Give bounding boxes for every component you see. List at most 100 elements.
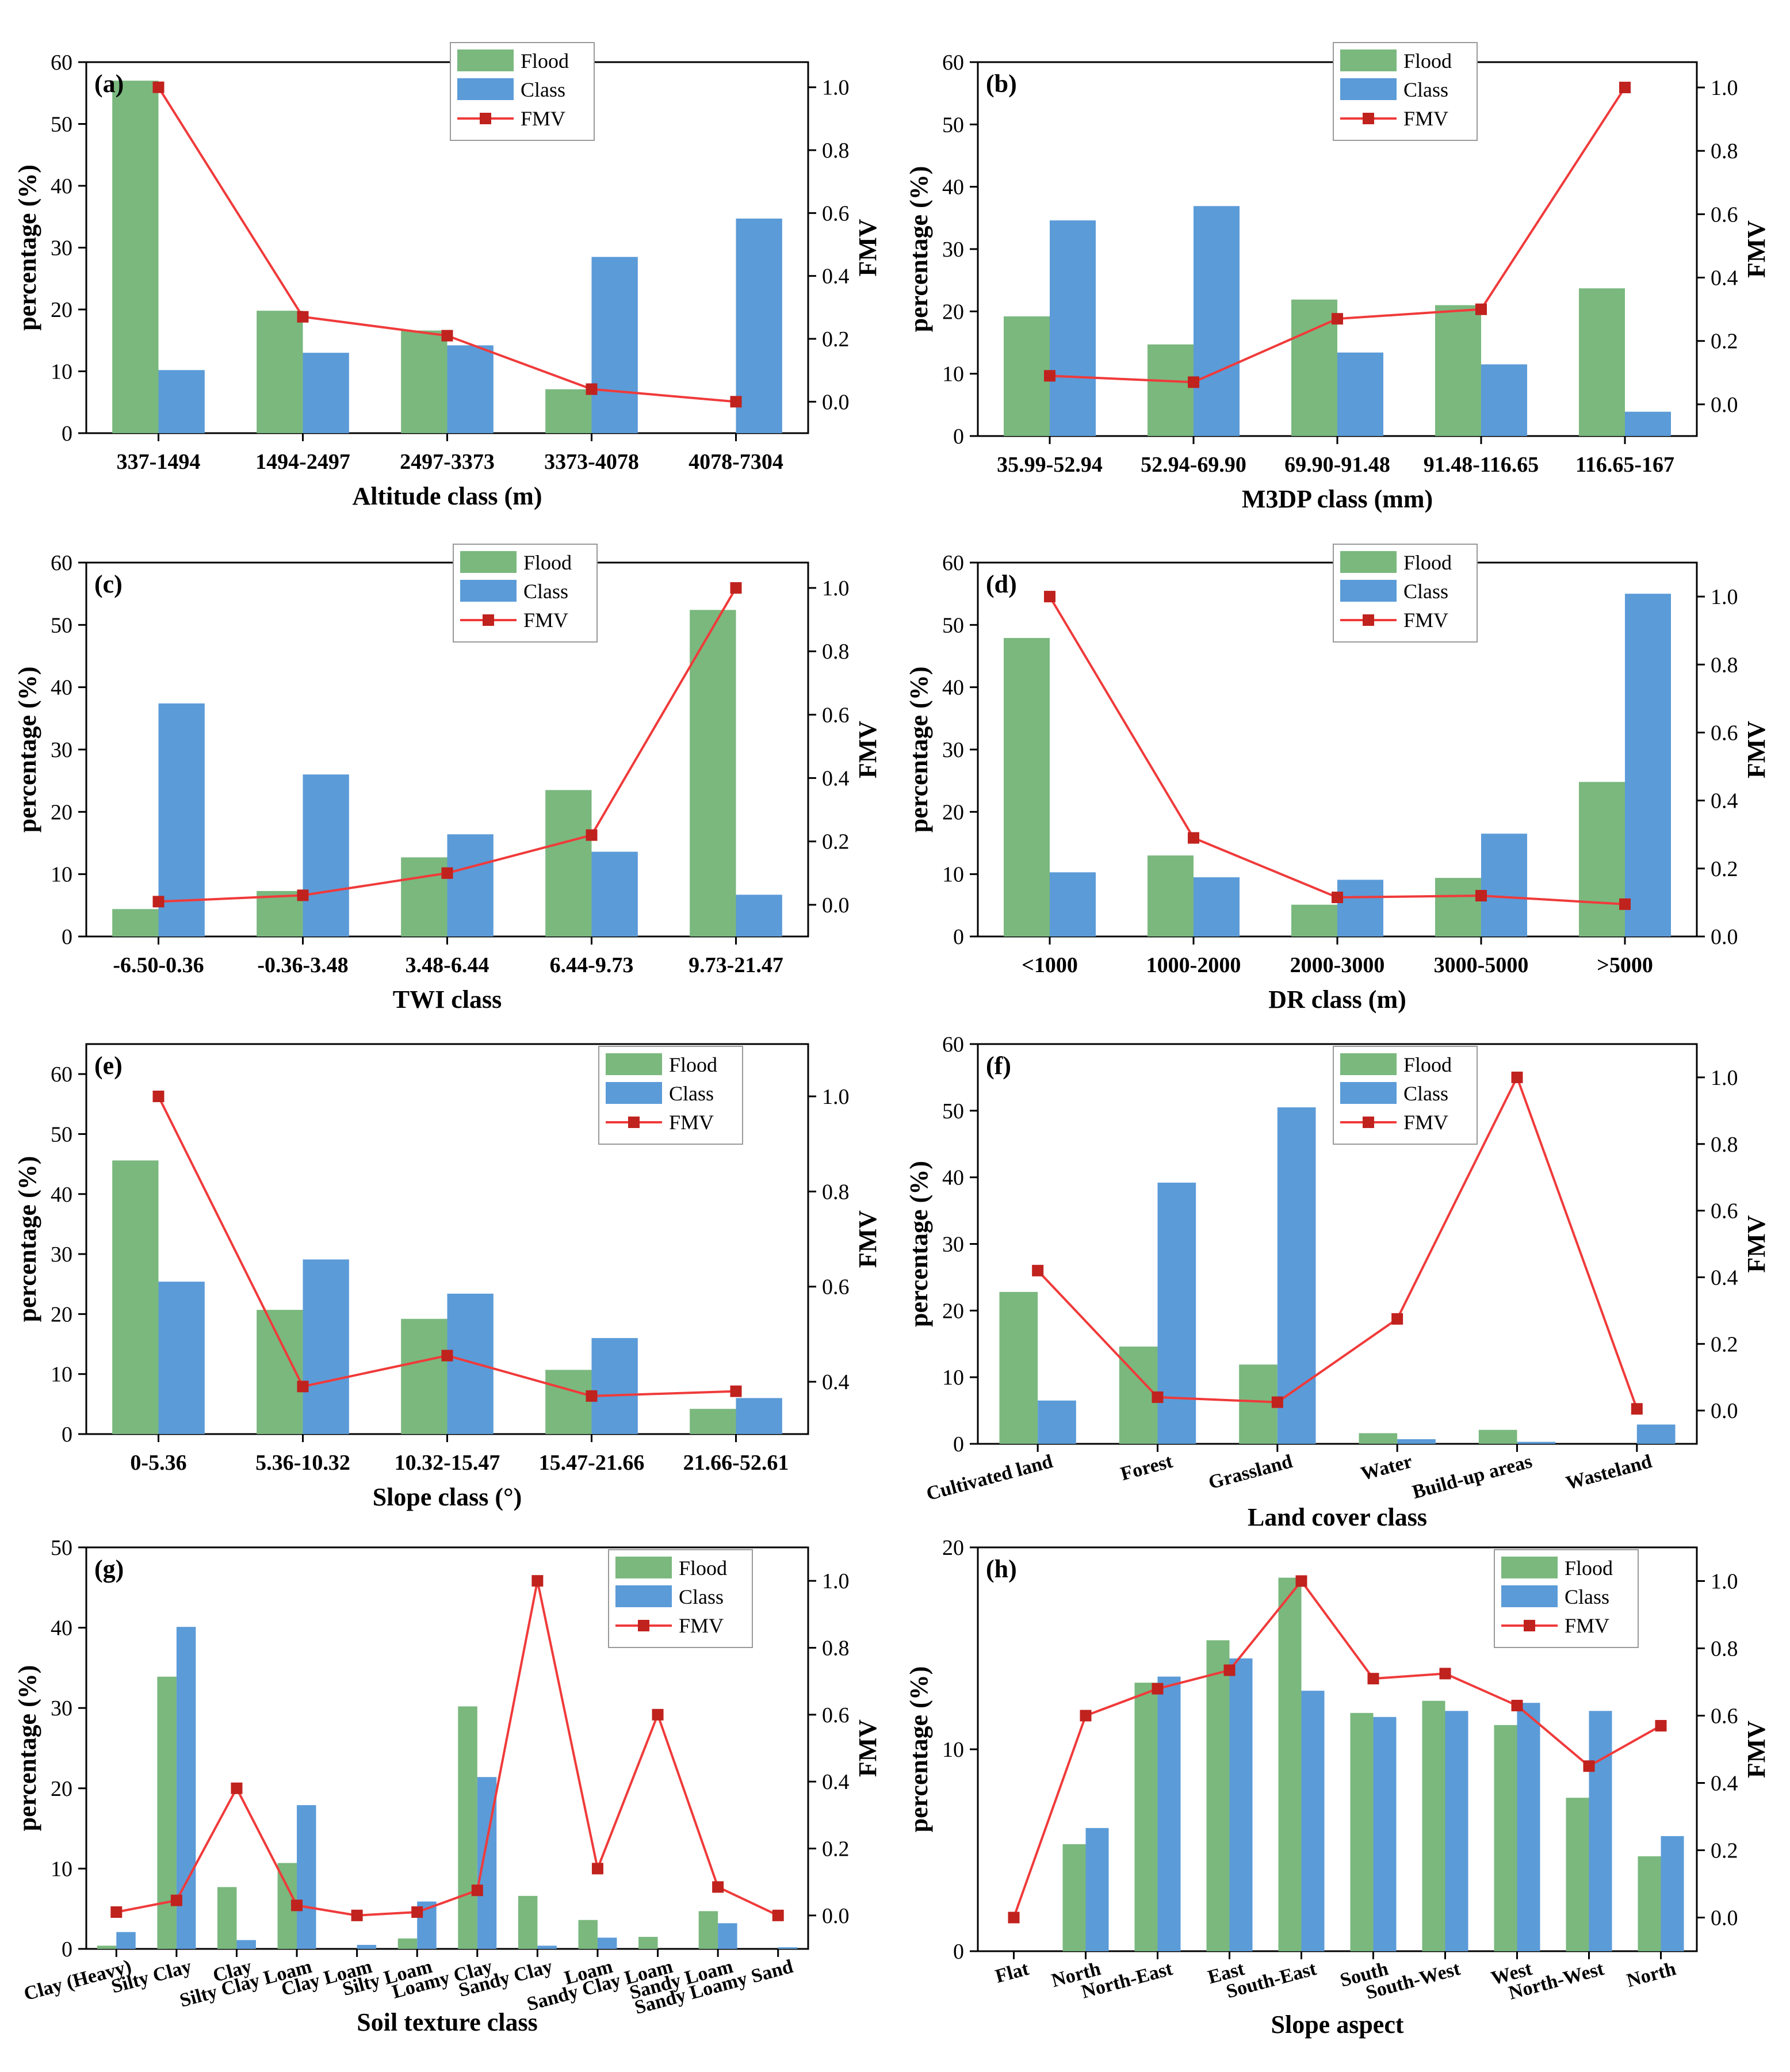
fmv-marker: [1619, 898, 1631, 910]
x-axis-title: DR class (m): [1268, 985, 1406, 1014]
fmv-marker: [152, 1090, 165, 1102]
class-bar: [303, 353, 349, 433]
legend-flood-label: Flood: [1403, 551, 1452, 574]
y-tick-label: 50: [942, 1099, 964, 1123]
panel-label: (b): [986, 70, 1017, 98]
y2-axis-title: FMV: [1742, 1215, 1770, 1272]
flood-bar: [518, 1895, 538, 1949]
y-tick-label: 40: [942, 1166, 964, 1190]
x-tick-label: 4078-7304: [689, 450, 783, 474]
flood-bar: [578, 1920, 598, 1949]
y-tick-label: 0: [953, 925, 964, 949]
legend: Flood Class FMV: [1494, 1549, 1639, 1648]
y-tick-label: 30: [51, 738, 72, 762]
flood-bar: [1638, 1856, 1661, 1951]
flood-bar: [257, 890, 303, 936]
y2-tick-label: 0.0: [1711, 393, 1738, 417]
y-tick-label: 50: [51, 613, 72, 637]
fmv-marker: [730, 1385, 742, 1397]
y-tick-label: 50: [51, 1122, 72, 1146]
legend-flood-swatch: [606, 1053, 662, 1075]
flood-bar: [1579, 288, 1625, 436]
class-bar: [1397, 1439, 1436, 1444]
fmv-line: [116, 1580, 779, 1917]
y2-axis-title: FMV: [854, 721, 882, 778]
x-tick-label: Cultivated land: [924, 1451, 1055, 1505]
fmv-marker: [1080, 1710, 1092, 1722]
x-tick-label: 69.90-91.48: [1284, 453, 1390, 477]
y2-tick-label: 0.6: [822, 1703, 850, 1727]
y2-tick-label: 0.0: [822, 1904, 850, 1928]
legend: Flood Class FMV: [1333, 544, 1478, 643]
class-bar: [736, 218, 782, 433]
y2-tick-label: 0.2: [1711, 857, 1738, 881]
fmv-marker: [591, 1863, 603, 1875]
legend-fmv-marker: [480, 113, 491, 124]
class-bar: [1625, 411, 1671, 436]
legend-flood-swatch: [1340, 551, 1397, 573]
y2-tick-label: 1.0: [1711, 1570, 1738, 1594]
legend-fmv-label: FMV: [523, 609, 568, 632]
class-bar: [303, 1259, 349, 1434]
x-tick-label: 3000-5000: [1434, 953, 1529, 977]
legend: Flood Class FMV: [608, 1549, 753, 1648]
y-tick-label: 30: [51, 1696, 72, 1721]
flood-bar: [545, 389, 592, 433]
y-tick-label: 30: [942, 238, 964, 262]
y2-tick-label: 0.8: [822, 1637, 850, 1661]
fmv-line: [1012, 1579, 1662, 1918]
class-bar: [1050, 872, 1096, 936]
legend-class-swatch: [615, 1585, 672, 1607]
x-tick-label: 0-5.36: [130, 1451, 186, 1475]
fmv-marker: [586, 1390, 598, 1402]
x-tick-label: 10.32-15.47: [395, 1451, 500, 1475]
fmv-marker: [1295, 1575, 1307, 1587]
panel-label: (g): [94, 1555, 124, 1583]
y-tick-label: 60: [51, 551, 72, 575]
class-bar: [1589, 1711, 1612, 1951]
panel-label: (f): [986, 1052, 1011, 1080]
x-tick-label: 21.66-52.61: [683, 1451, 789, 1475]
legend-flood-label: Flood: [1403, 1053, 1452, 1076]
y-tick-label: 10: [942, 1738, 964, 1762]
fmv-marker: [1223, 1664, 1236, 1676]
y-axis-title: percentage (%): [905, 1666, 933, 1833]
y-tick-label: 30: [51, 1243, 72, 1267]
fmv-marker: [441, 1350, 453, 1362]
y2-tick-label: 0.0: [1711, 925, 1738, 949]
y-tick-label: 40: [942, 175, 964, 200]
class-bar: [1157, 1182, 1196, 1444]
fmv-marker: [1044, 591, 1055, 603]
class-bar: [1661, 1836, 1684, 1951]
legend-class-swatch: [1340, 580, 1397, 602]
legend-class-label: Class: [1403, 1082, 1448, 1105]
legend-fmv-marker: [483, 614, 494, 626]
x-tick-label: -6.50-0.36: [113, 953, 204, 977]
flood-bar: [1206, 1640, 1230, 1951]
y-tick-label: 40: [942, 676, 964, 700]
legend-flood-label: Flood: [1403, 49, 1452, 72]
legend-class-label: Class: [1565, 1585, 1609, 1608]
panel-label: (c): [94, 570, 123, 598]
fmv-marker: [441, 867, 453, 879]
class-bar: [1337, 352, 1383, 436]
legend-class-swatch: [460, 580, 517, 602]
y2-tick-label: 0.4: [822, 1770, 850, 1794]
y-axis-title: percentage (%): [13, 1156, 41, 1322]
flood-bar: [545, 1370, 592, 1434]
y-tick-label: 10: [942, 1366, 964, 1390]
flood-bar: [257, 311, 303, 433]
y-axis-title: percentage (%): [905, 667, 933, 833]
x-tick-label: 337-1494: [117, 450, 201, 474]
class-bar: [1085, 1828, 1109, 1951]
y2-tick-label: 0.0: [822, 390, 850, 414]
x-tick-label: 2000-3000: [1290, 953, 1385, 977]
class-bar: [1445, 1711, 1468, 1951]
fmv-marker: [730, 396, 742, 408]
flood-bar: [1435, 305, 1481, 436]
fmv-marker: [170, 1894, 182, 1906]
flood-bar: [1422, 1700, 1445, 1951]
y2-tick-label: 0.4: [1711, 266, 1738, 290]
